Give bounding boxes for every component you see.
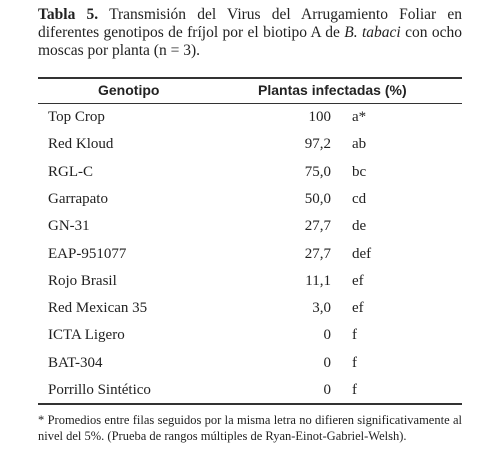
percent: 0 <box>323 382 332 398</box>
top-rule <box>38 77 462 79</box>
caption-text: con ocho moscas por planta (n = 3). <box>38 24 462 59</box>
percent: 0 <box>323 327 332 344</box>
genotype: GN-31 <box>48 218 90 235</box>
caption-italic: B. tabaci <box>344 24 401 41</box>
genotype: EAP-951077 <box>48 245 127 262</box>
caption-text: Transmisión del Virus del Arrugamiento F… <box>38 6 462 41</box>
percent: 27,7 <box>304 218 331 235</box>
letter: f <box>352 354 357 371</box>
genotype: ICTA Ligero <box>48 327 125 344</box>
letter: ef <box>352 272 364 289</box>
genotype: Rojo Brasil <box>48 272 117 289</box>
letter: ef <box>352 300 364 317</box>
percent: 27,7 <box>304 245 331 262</box>
genotype: Red Kloud <box>48 136 114 153</box>
genotype: Red Mexican 35 <box>48 300 148 317</box>
percent: 11,1 <box>305 272 331 289</box>
letter: bc <box>352 163 367 180</box>
percent: 100 <box>308 109 332 125</box>
letter: cd <box>352 190 367 207</box>
bottom-rule <box>38 403 462 405</box>
header-cell: Genotipo <box>98 82 160 98</box>
letter: de <box>352 218 367 235</box>
percent: 50,0 <box>304 190 331 207</box>
genotype: Porrillo Sintético <box>48 382 151 398</box>
percent: 75,0 <box>304 163 331 180</box>
genotype: RGL-C <box>48 163 93 180</box>
percent: 3,0 <box>312 300 331 317</box>
letter: a* <box>352 109 367 125</box>
caption: Tabla 5. Transmisión del Virus del Arrug… <box>38 6 462 60</box>
letter: ab <box>352 136 367 153</box>
percent: 0 <box>323 354 332 371</box>
percent: 97,2 <box>304 136 331 153</box>
letter: f <box>352 327 357 344</box>
genotype: BAT-304 <box>48 354 103 371</box>
genotype: Top Crop <box>48 109 105 125</box>
letter: def <box>352 245 372 262</box>
header-cell: Plantas infectadas (%) <box>258 82 407 98</box>
letter: f <box>352 382 357 398</box>
genotype: Garrapato <box>48 190 108 207</box>
header-rule <box>38 103 462 104</box>
footnote: * Promedios entre filas seguidos por la … <box>38 413 462 443</box>
caption-label: Tabla 5. <box>38 6 99 23</box>
